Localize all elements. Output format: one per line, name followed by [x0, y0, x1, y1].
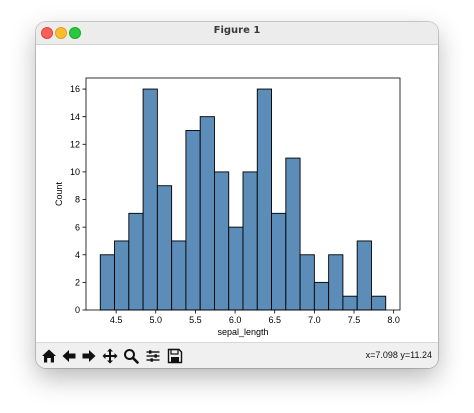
y-axis-label: Count	[54, 182, 64, 207]
histogram-bar	[299, 254, 315, 311]
y-axis-ticks: 0 2 4 6 8 10 12 14 16	[70, 84, 86, 315]
back-button[interactable]	[59, 346, 79, 366]
pan-move-icon	[102, 348, 118, 364]
histogram-bar	[185, 130, 201, 311]
save-button[interactable]	[165, 346, 185, 366]
x-tick-label: 7.5	[348, 315, 361, 325]
histogram-bar	[256, 88, 272, 311]
y-tick-label: 16	[70, 84, 80, 94]
x-tick-label: 7.0	[308, 315, 321, 325]
cursor-coordinates: x=7.098 y=11.24	[365, 350, 432, 360]
pan-button[interactable]	[100, 346, 120, 366]
figure-canvas[interactable]: 4.5 5.0 5.5 6.0 6.5 7.0 7.5 8.0 0 2 4 6 8 10 12 14 16 s…	[36, 45, 438, 342]
maximize-button[interactable]	[69, 27, 81, 39]
configure-subplots-icon	[146, 350, 160, 362]
figure-window: Figure 1 4.5 5.0 5.5 6.0 6.5 7.0 7.5 8.0 0 2 4 6 8 1…	[36, 22, 438, 368]
configure-subplots-button[interactable]	[143, 346, 163, 366]
x-tick-label: 5.5	[189, 315, 202, 325]
histogram-bar	[156, 185, 173, 311]
y-tick-label: 2	[75, 278, 80, 288]
x-tick-label: 6.0	[229, 315, 242, 325]
axes-frame	[85, 77, 401, 311]
minimize-button[interactable]	[55, 27, 67, 39]
histogram-bar	[285, 157, 301, 311]
forward-button[interactable]	[79, 346, 99, 366]
x-axis-ticks: 4.5 5.0 5.5 6.0 6.5 7.0 7.5 8.0	[110, 310, 400, 325]
histogram-bar	[356, 240, 372, 311]
histogram-bar	[328, 254, 344, 311]
close-button[interactable]	[41, 27, 53, 39]
histogram-chart: 4.5 5.0 5.5 6.0 6.5 7.0 7.5 8.0 0 2 4 6 8 10 12 14 16 s…	[54, 77, 401, 337]
x-tick-label: 6.5	[268, 315, 281, 325]
title-bar[interactable]: Figure 1	[36, 22, 438, 45]
histogram-bar	[271, 212, 287, 311]
x-axis-label: sepal_length	[217, 327, 268, 337]
histogram-bar	[114, 240, 130, 311]
y-tick-label: 8	[75, 195, 80, 205]
home-button[interactable]	[39, 346, 59, 366]
window-title: Figure 1	[213, 25, 261, 36]
save-disk-icon	[167, 348, 183, 364]
histogram-bar	[342, 295, 358, 311]
histogram-bar	[142, 88, 158, 311]
histogram-bar	[228, 226, 244, 311]
y-tick-label: 6	[75, 222, 80, 232]
y-tick-label: 0	[75, 305, 80, 315]
histogram-bar	[214, 171, 230, 311]
y-tick-label: 14	[70, 112, 80, 122]
histogram-bar	[171, 240, 187, 311]
x-tick-label: 5.0	[150, 315, 163, 325]
navigation-toolbar: x=7.098 y=11.24	[36, 342, 438, 368]
forward-arrow-icon	[82, 350, 96, 362]
y-tick-label: 12	[70, 139, 80, 149]
zoom-magnifier-icon	[124, 349, 139, 364]
y-tick-label: 4	[75, 250, 80, 260]
histogram-bar	[313, 281, 330, 311]
x-tick-label: 4.5	[110, 315, 123, 325]
histogram-bar	[199, 116, 215, 311]
back-arrow-icon	[62, 350, 76, 362]
histogram-bars	[99, 88, 387, 311]
zoom-button[interactable]	[121, 346, 141, 366]
histogram-bar	[99, 254, 115, 311]
home-icon	[42, 349, 56, 363]
x-tick-label: 8.0	[387, 315, 400, 325]
histogram-bar	[371, 295, 387, 311]
y-tick-label: 10	[70, 167, 80, 177]
histogram-bar	[128, 212, 144, 311]
histogram-bar	[242, 171, 258, 311]
